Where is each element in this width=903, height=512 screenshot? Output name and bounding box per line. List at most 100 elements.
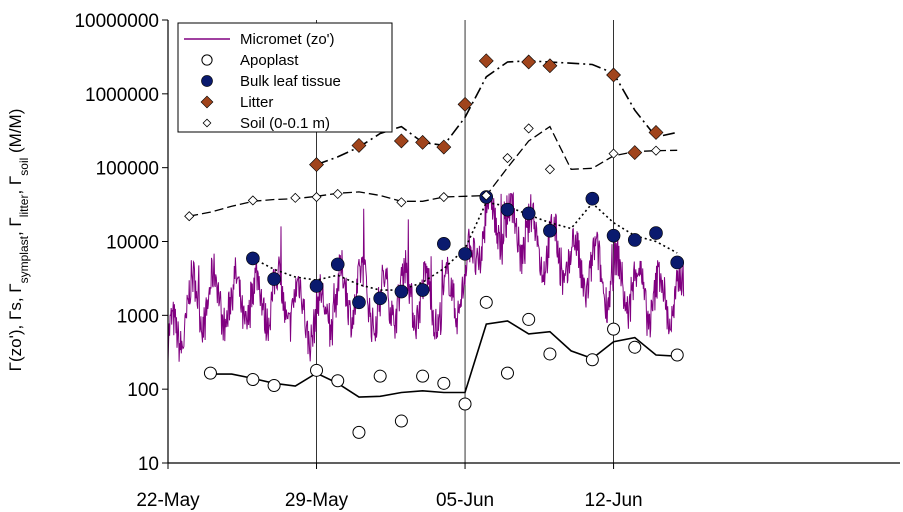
micromet-layer: [167, 191, 685, 362]
y-axis-label-part: , Γ: [6, 217, 25, 236]
bulk-leaf-point: [415, 283, 430, 297]
apoplast-point: [267, 379, 281, 393]
litter-point: [648, 125, 664, 140]
soil-point: [247, 195, 258, 206]
soil-point: [523, 123, 534, 134]
apoplast-point: [373, 369, 387, 383]
litter-point: [415, 134, 431, 150]
litter-point: [351, 138, 367, 153]
legend-label: Litter: [240, 94, 273, 111]
y-axis-label-part: (M/M): [6, 109, 25, 158]
y-tick-label: 100: [127, 380, 159, 401]
apoplast-point: [437, 376, 451, 390]
legend-label: Apoplast: [240, 52, 299, 69]
legend-swatch: [202, 118, 212, 128]
bulk-leaf-point: [437, 237, 451, 251]
apoplast-point: [203, 366, 217, 380]
legend-box: [177, 22, 393, 133]
y-tick-label: 1000000: [85, 85, 159, 106]
apoplast-point: [246, 373, 260, 387]
y-axis-label-part: , Γ: [6, 176, 25, 195]
soil-point: [544, 164, 555, 175]
apoplast-point: [479, 295, 493, 309]
bulk-leaf-point: [458, 247, 472, 261]
y-tick-label: 10000: [106, 233, 159, 254]
soil-point: [311, 191, 322, 203]
legend-swatch: [201, 75, 213, 87]
trend-line: [189, 125, 678, 217]
legend-label: Bulk leaf tissue: [240, 73, 341, 90]
bulk-leaf-point: [606, 228, 621, 243]
y-tick-label: 1000: [117, 306, 159, 327]
apoplast-point: [310, 363, 324, 377]
bulk-leaf-point: [246, 251, 260, 266]
bulk-leaf-point: [585, 191, 600, 206]
apoplast-point: [670, 348, 684, 362]
bulk-leaf-point: [330, 257, 345, 272]
litter-point: [393, 133, 409, 149]
bulk-leaf-point: [649, 226, 663, 240]
litter-point: [521, 54, 537, 70]
legend-swatch: [200, 95, 214, 109]
apoplast-point: [331, 374, 345, 388]
ticks: 10 100 1000 10000 100000 1000000 10000000 22-Ma…: [74, 11, 642, 511]
apoplast-point: [352, 425, 366, 439]
x-tick-label: 29-May: [285, 490, 349, 511]
legend: Micromet (zo') Apoplast Bulk leaf tissue Li…: [177, 22, 393, 133]
apoplast-point: [500, 366, 514, 380]
bulk-leaf-point: [309, 279, 324, 293]
soil-point: [290, 192, 301, 203]
litter-point: [542, 58, 558, 74]
apoplast-point: [394, 414, 408, 428]
litter-point: [627, 145, 643, 161]
trend-line: [210, 320, 678, 398]
soil-point: [502, 152, 513, 164]
soil-point: [396, 197, 407, 208]
y-tick-label: 10: [138, 454, 159, 475]
x-tick-label: 22-May: [136, 490, 200, 511]
apoplast-point: [628, 340, 642, 354]
bulk-leaf-point: [543, 223, 557, 238]
apoplast-point: [458, 397, 472, 411]
trend-line: [252, 201, 678, 291]
litter-point: [478, 53, 494, 69]
y-axis-label-part: litter: [17, 195, 31, 218]
legend-swatch: [201, 54, 213, 66]
micromet-line: [167, 191, 685, 362]
soil-point: [332, 188, 343, 200]
y-axis-label-part: Γ(zo'), Γs, Γ: [6, 283, 25, 371]
fit-lines: [189, 59, 678, 398]
soil-point: [608, 148, 619, 159]
bulk-leaf-point: [394, 284, 409, 299]
soil-point: [438, 191, 449, 203]
trend-line: [316, 59, 678, 166]
y-axis-label: Γ(zo'), Γs, Γsymplast, Γlitter, Γsoil (M…: [6, 109, 31, 372]
bulk-leaf-point: [500, 202, 515, 217]
x-tick-label: 12-Jun: [585, 490, 643, 511]
soil-point: [650, 145, 662, 156]
soil-point: [184, 211, 195, 222]
y-axis-label-part: soil: [17, 158, 31, 176]
y-tick-label: 10000000: [74, 11, 159, 32]
bulk-leaf-point: [373, 291, 387, 306]
litter-point: [606, 67, 621, 83]
y-tick-label: 100000: [96, 159, 159, 180]
x-tick-label: 05-Jun: [436, 490, 494, 511]
soil-point: [481, 190, 492, 201]
apoplast-point: [585, 353, 599, 367]
bulk-leaf-point: [670, 255, 685, 270]
bulk-leaf-point: [267, 272, 281, 286]
bulk-leaf-point: [352, 295, 366, 310]
legend-label: Micromet (zo'): [240, 31, 335, 48]
apoplast-point: [522, 312, 536, 326]
legend-label: Soil (0-0.1 m): [240, 115, 330, 132]
apoplast-point: [607, 322, 621, 336]
markers: [184, 53, 685, 439]
apoplast-point: [416, 369, 430, 383]
litter-point: [309, 157, 324, 173]
litter-point: [436, 139, 452, 155]
bulk-leaf-point: [521, 206, 536, 221]
apoplast-point: [543, 347, 557, 361]
litter-point: [457, 96, 473, 112]
